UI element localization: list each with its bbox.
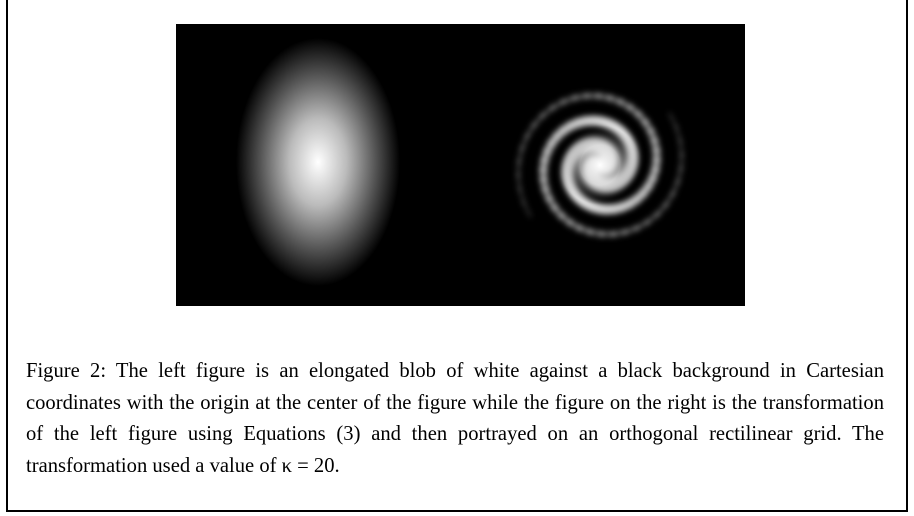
spiral-arm	[522, 201, 532, 218]
figure-image	[176, 24, 745, 306]
spiral-arm	[679, 152, 684, 171]
spiral-arm	[674, 125, 682, 143]
spiral-core	[560, 125, 640, 205]
spiral-arm	[675, 166, 684, 184]
spiral-arm	[668, 112, 678, 129]
spiral-arm	[516, 146, 525, 164]
spiral-arm	[516, 173, 522, 192]
spiral-arm	[518, 187, 526, 205]
spiral-arm	[516, 159, 521, 178]
figure-frame	[6, 0, 908, 512]
spiral-arm	[670, 179, 681, 197]
spiral-arm	[519, 133, 530, 151]
blob	[236, 38, 400, 286]
caption: Figure 2: The left figure is an elongate…	[26, 360, 884, 477]
spiral-arm	[678, 138, 684, 157]
